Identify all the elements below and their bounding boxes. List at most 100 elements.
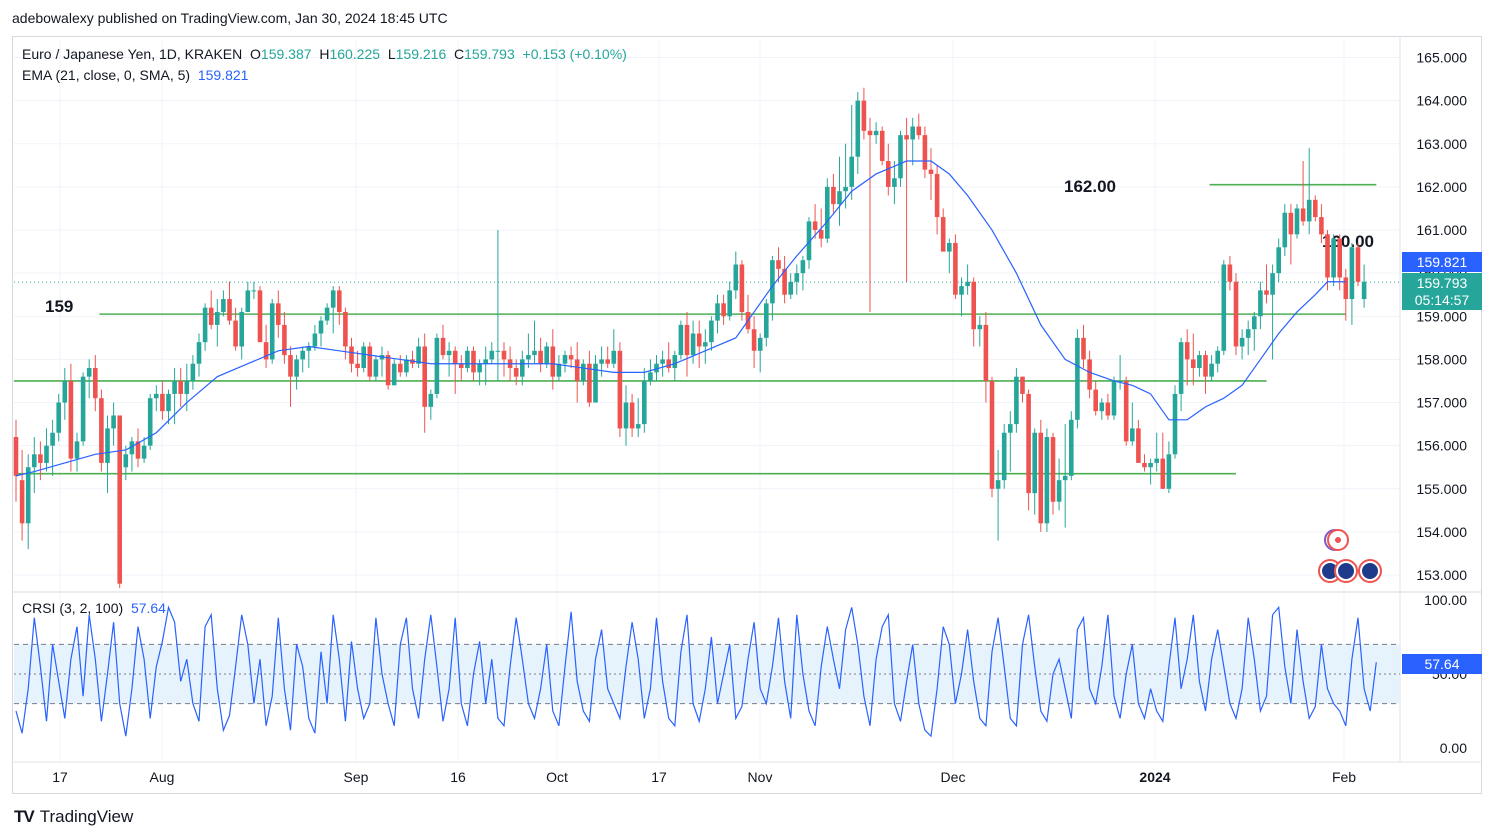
candle-body — [373, 359, 379, 377]
candle-body — [861, 100, 867, 131]
candle-body — [446, 350, 452, 356]
candle-body — [1221, 264, 1227, 351]
candle-body — [306, 346, 312, 351]
candle-body — [477, 363, 482, 373]
flag-marker-disc — [1338, 563, 1354, 579]
candle-body — [1123, 380, 1129, 442]
candle-body — [898, 135, 903, 179]
price-tick-label: 157.000 — [1416, 395, 1467, 411]
candle-body — [690, 333, 696, 356]
candle-body — [867, 130, 873, 136]
symbol-name: Euro / Japanese Yen, 1D, KRAKEN — [22, 46, 243, 62]
candle-body — [776, 260, 781, 269]
candle-body — [1020, 376, 1025, 394]
candle-body — [501, 350, 507, 360]
candle-body — [1117, 380, 1123, 382]
tradingview-brand[interactable]: TradingView — [39, 807, 134, 826]
candle-body — [93, 368, 98, 399]
candle-body — [202, 307, 208, 343]
candle-body — [1306, 199, 1312, 222]
candle-body — [44, 445, 49, 463]
price-tick-label: 165.000 — [1416, 50, 1467, 66]
candle-body — [1099, 402, 1105, 412]
candle-body — [398, 363, 403, 373]
candle-body — [13, 437, 19, 476]
high-value: 160.225 — [329, 46, 381, 62]
close-label: C — [454, 46, 465, 62]
price-tick-label: 158.000 — [1416, 351, 1467, 367]
close-price-tag: 159.793 05:14:57 — [1402, 273, 1482, 310]
candle-body — [1239, 337, 1245, 347]
candle-body — [1014, 376, 1019, 425]
candle-body — [873, 130, 879, 136]
candle-body — [879, 130, 885, 162]
crsi-line — [15, 605, 1377, 738]
price-tick-label: 156.000 — [1416, 438, 1467, 454]
candle-body — [617, 350, 623, 429]
candle-body — [696, 333, 702, 347]
candle-body — [892, 178, 897, 187]
candle-body — [294, 359, 299, 377]
candle-body — [434, 337, 440, 394]
candle-body — [1349, 247, 1355, 300]
candle-body — [489, 350, 495, 360]
candle-body — [440, 337, 446, 356]
candle-body — [904, 135, 909, 140]
candle-body — [269, 303, 275, 360]
candle-body — [343, 311, 348, 347]
candle-body — [312, 333, 318, 347]
candle-body — [50, 432, 55, 446]
crsi-label: CRSI (3, 2, 100) — [22, 600, 124, 616]
candle-body — [239, 311, 244, 347]
candle-body — [404, 359, 409, 373]
candle-body — [635, 424, 641, 429]
candle-body — [1130, 428, 1135, 442]
candle-body — [1154, 458, 1159, 463]
candle-body — [764, 303, 769, 338]
candle-body — [141, 445, 147, 459]
candle-body — [172, 380, 177, 394]
candle-body — [318, 320, 324, 334]
candle-body — [99, 398, 104, 463]
candle-body — [611, 350, 617, 364]
candle-body — [1081, 337, 1086, 360]
candle-body — [1331, 238, 1336, 278]
low-value: 159.216 — [395, 46, 447, 62]
candle-body — [587, 363, 592, 403]
candle-body — [562, 355, 568, 364]
candle-body — [837, 191, 842, 205]
ema-value: 159.821 — [197, 67, 249, 83]
candle-body — [215, 311, 220, 325]
candle-body — [1062, 475, 1068, 481]
candle-body — [599, 359, 604, 364]
candle-body — [1032, 432, 1037, 494]
candle-body — [770, 260, 775, 304]
candle-body — [263, 342, 269, 360]
candle-body — [1203, 355, 1208, 377]
price-tick-label: 159.000 — [1416, 308, 1467, 324]
candle-body — [788, 281, 793, 295]
candle-body — [1178, 342, 1184, 394]
event-marker-dot — [1335, 537, 1341, 543]
candle-body — [520, 359, 525, 377]
candle-body — [715, 303, 720, 321]
candle-body — [1282, 212, 1288, 248]
candle-body — [971, 281, 976, 330]
price-tick-label: 163.000 — [1416, 136, 1467, 152]
candle-body — [62, 380, 68, 403]
candle-body — [642, 380, 647, 425]
time-tick-label: 16 — [450, 769, 466, 785]
candle-body — [581, 363, 586, 381]
time-tick-label: Dec — [941, 769, 966, 785]
candle-body — [495, 350, 501, 352]
candle-body — [709, 320, 714, 343]
candle-body — [605, 359, 610, 364]
candle-body — [330, 290, 336, 308]
candle-body — [1264, 290, 1269, 295]
open-label: O — [250, 46, 261, 62]
candle-body — [178, 380, 183, 394]
candle-body — [428, 393, 434, 407]
candle-body — [1337, 238, 1342, 278]
candle-body — [1245, 329, 1251, 338]
